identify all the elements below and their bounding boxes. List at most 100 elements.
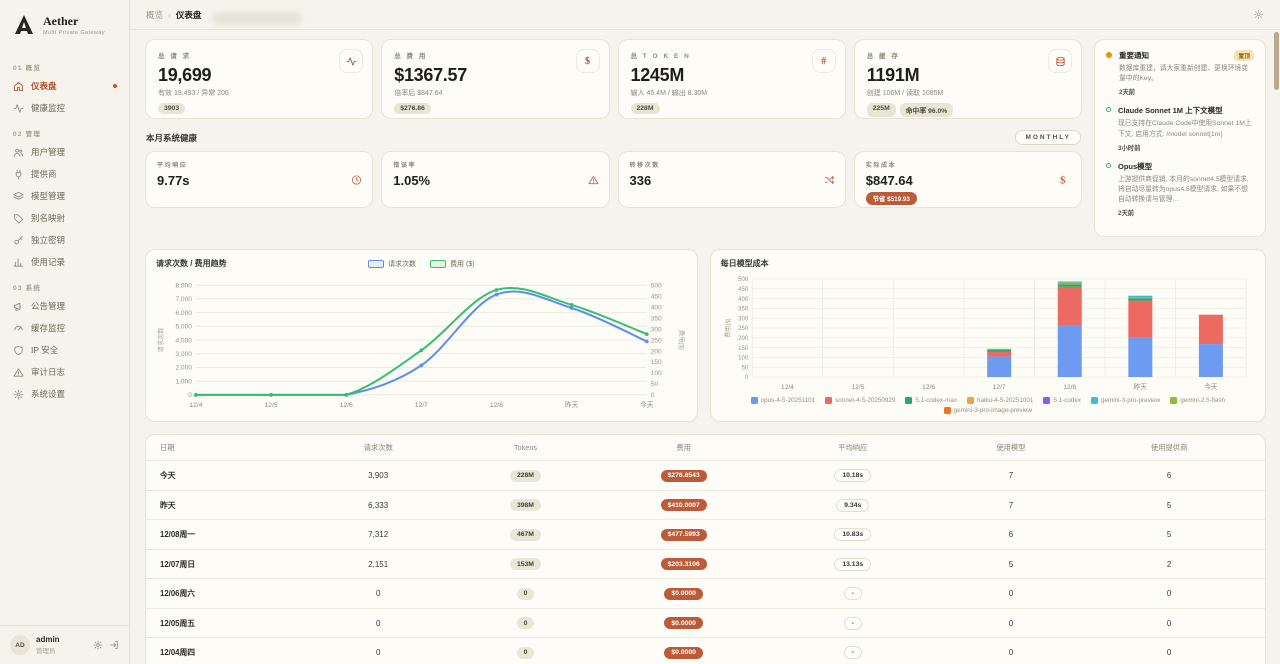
- stat-badge: $276.86: [394, 103, 431, 114]
- savings-badge: 节省 $519.93: [865, 192, 917, 205]
- gear-icon: [13, 389, 24, 400]
- settings-gear-icon[interactable]: [93, 640, 103, 650]
- cell-tokens: 228M: [455, 469, 597, 482]
- stat-card: 总 请 求 19,699 有效 19,493 / 异常 206 3903: [145, 39, 374, 119]
- cost-badge: $276.8543: [660, 469, 707, 482]
- stat-card-subtext: 创建 106M / 读取 1085M: [866, 90, 944, 97]
- legend-item[interactable]: gemini-3-pro-preview: [1091, 397, 1160, 405]
- cell-response: 9.34s: [771, 498, 935, 512]
- cell-response: -: [771, 616, 935, 630]
- legend-item[interactable]: gemini-3-pro-image-preview: [943, 407, 1033, 415]
- svg-text:7,000: 7,000: [175, 296, 192, 303]
- cell-providers: 0: [1166, 618, 1172, 628]
- legend-swatch: [1170, 397, 1178, 405]
- svg-text:请求次数: 请求次数: [157, 328, 165, 353]
- notification-item[interactable]: Opus模型 上游提供商促销, 本月的sonnet4.5模型请求, 将自动尽量转为…: [1106, 161, 1254, 217]
- monthly-period-button[interactable]: MONTHLY: [1015, 130, 1081, 145]
- stat-card-subtext: 输入 45.4M / 输出 8.30M: [630, 90, 708, 97]
- svg-text:12/8: 12/8: [490, 402, 503, 409]
- dollar-icon: $: [585, 55, 590, 67]
- cell-cost: $276.8543: [596, 469, 771, 482]
- logout-icon[interactable]: [109, 640, 119, 650]
- svg-text:8,000: 8,000: [175, 283, 192, 290]
- sidebar-item-megaphone[interactable]: 公告管理: [0, 295, 129, 317]
- user-role: 管理员: [36, 648, 56, 655]
- sidebar-item-layers[interactable]: 模型管理: [0, 185, 129, 207]
- legend-item[interactable]: haiku-4-5-20251001: [967, 397, 1033, 405]
- cell-response: 10.18s: [771, 469, 935, 483]
- table-row[interactable]: 12/06周六 0 0 $0.0000 - 0 0: [146, 578, 1265, 608]
- table-row[interactable]: 今天 3,903 228M $276.8543 10.18s 7 6: [146, 460, 1265, 490]
- sidebar-item-users[interactable]: 用户管理: [0, 141, 129, 163]
- legend-item[interactable]: opus-4-5-20251101: [750, 397, 815, 405]
- notification-status-dot: [1106, 52, 1112, 58]
- legend-item[interactable]: gemini-2.5-flash: [1170, 397, 1225, 405]
- table-row[interactable]: 昨天 6,333 398M $410.0007 9.34s 7 5: [146, 489, 1265, 520]
- sidebar-item-label: IP 安全: [31, 345, 59, 355]
- line-chart[interactable]: 0 1,000 2,000 3,000 4,000 5,000 6,000 7,000 8,00…: [156, 269, 687, 415]
- sidebar-item-label: 系统设置: [31, 389, 66, 399]
- users-icon: [13, 147, 24, 158]
- table-row[interactable]: 12/04周四 0 0 $0.0000 - 0 0: [146, 637, 1265, 664]
- sidebar-item-bar-chart[interactable]: 使用记录: [0, 251, 129, 273]
- sidebar-item-label: 用户管理: [31, 147, 66, 157]
- tokens-badge: 0: [516, 617, 535, 630]
- stat-card-value: 1191M: [866, 65, 920, 85]
- cell-models: 7: [1008, 500, 1014, 510]
- svg-text:150: 150: [651, 360, 662, 367]
- stat-cards: 总 请 求 19,699 有效 19,493 / 异常 206 3903 总 费 用 $1…: [145, 39, 1082, 119]
- topbar: 概览 › 仪表盘: [130, 0, 1280, 30]
- cell-requests: 0: [375, 589, 381, 599]
- health-card: 转移次数 336: [617, 151, 846, 208]
- svg-text:12/7: 12/7: [415, 402, 428, 409]
- sidebar-item-label: 缓存监控: [31, 323, 66, 333]
- sidebar-item-key[interactable]: 独立密钥: [0, 229, 129, 251]
- cell-response: -: [771, 646, 935, 660]
- database-icon: [1055, 56, 1066, 67]
- sidebar-item-shield[interactable]: IP 安全: [0, 339, 129, 361]
- table-row[interactable]: 12/05周五 0 0 $0.0000 - 0 0: [146, 607, 1265, 638]
- cell-providers: 0: [1166, 589, 1172, 599]
- legend-label: gemini-3-pro-image-preview: [953, 407, 1033, 415]
- notification-title-text: Claude Sonnet 1M 上下文模型: [1118, 106, 1223, 116]
- table-row[interactable]: 12/07周日 2,151 153M $203.3106 13.13s 5 2: [146, 548, 1265, 579]
- svg-text:450: 450: [651, 294, 662, 301]
- notifications-panel: 重要通知 置顶 数据库重建，请大家重新创建、更换环境变量中的Key。 2天前 Claud…: [1094, 39, 1266, 238]
- legend-item[interactable]: 5.1-codex: [1043, 397, 1081, 405]
- cell-requests: 7,312: [368, 530, 389, 540]
- legend-item[interactable]: 5.1-codex-max: [905, 397, 957, 405]
- theme-toggle-icon[interactable]: [1253, 9, 1264, 20]
- alert-triangle-icon: [587, 174, 599, 185]
- svg-text:费用($): 费用($): [724, 319, 732, 338]
- notification-text: 数据库重建，请大家重新创建、更换环境变量中的Key。: [1119, 65, 1249, 83]
- notification-item[interactable]: 重要通知 置顶 数据库重建，请大家重新创建、更换环境变量中的Key。 2天前: [1106, 50, 1254, 96]
- legend-item[interactable]: 费用 ($): [430, 259, 475, 269]
- sidebar-item-gear[interactable]: 系统设置: [0, 383, 129, 405]
- sidebar-item-label: 提供商: [31, 169, 57, 179]
- scrollbar-thumb[interactable]: [1274, 32, 1279, 90]
- stat-card-badges: $276.86: [394, 103, 596, 114]
- legend-item[interactable]: 请求次数: [368, 259, 416, 269]
- legend-swatch: [905, 397, 913, 405]
- sidebar-item-health[interactable]: 健康监控: [0, 97, 129, 119]
- cell-tokens: 0: [455, 646, 597, 659]
- bar-chart[interactable]: 0 50 100 150 200 250 300 350 400 450 500 费用($) 12/4 1…: [721, 269, 1255, 395]
- cell-tokens: 0: [455, 617, 597, 630]
- scrollbar[interactable]: [1274, 32, 1279, 662]
- legend-item[interactable]: sonnet-4-5-20250929: [825, 397, 895, 405]
- line-chart-legend: 请求次数 费用 ($): [146, 259, 697, 269]
- stat-card-title: 总 T O K E N: [630, 53, 691, 60]
- stat-card: 总 费 用 $1367.57 倍率后 $847.64 $276.86 $: [381, 39, 610, 119]
- sidebar-item-gauge[interactable]: 缓存监控: [0, 317, 129, 339]
- sidebar-item-tag[interactable]: 别名映射: [0, 207, 129, 229]
- table-row[interactable]: 12/08周一 7,312 467M $477.5993 10.83s 6 5: [146, 519, 1265, 549]
- sidebar-item-plug[interactable]: 提供商: [0, 163, 129, 185]
- sidebar-item-dashboard[interactable]: 仪表盘: [0, 75, 129, 97]
- cell-models: 6: [1008, 530, 1014, 540]
- notification-item[interactable]: Claude Sonnet 1M 上下文模型 现已支持在Claude Code中使…: [1106, 105, 1254, 152]
- gauge-icon: [13, 323, 24, 334]
- sidebar-item-alert-triangle[interactable]: 审计日志: [0, 361, 129, 383]
- stat-card-value: $1367.57: [394, 65, 467, 85]
- svg-text:0: 0: [188, 392, 192, 399]
- breadcrumb-parent[interactable]: 概览: [146, 9, 164, 20]
